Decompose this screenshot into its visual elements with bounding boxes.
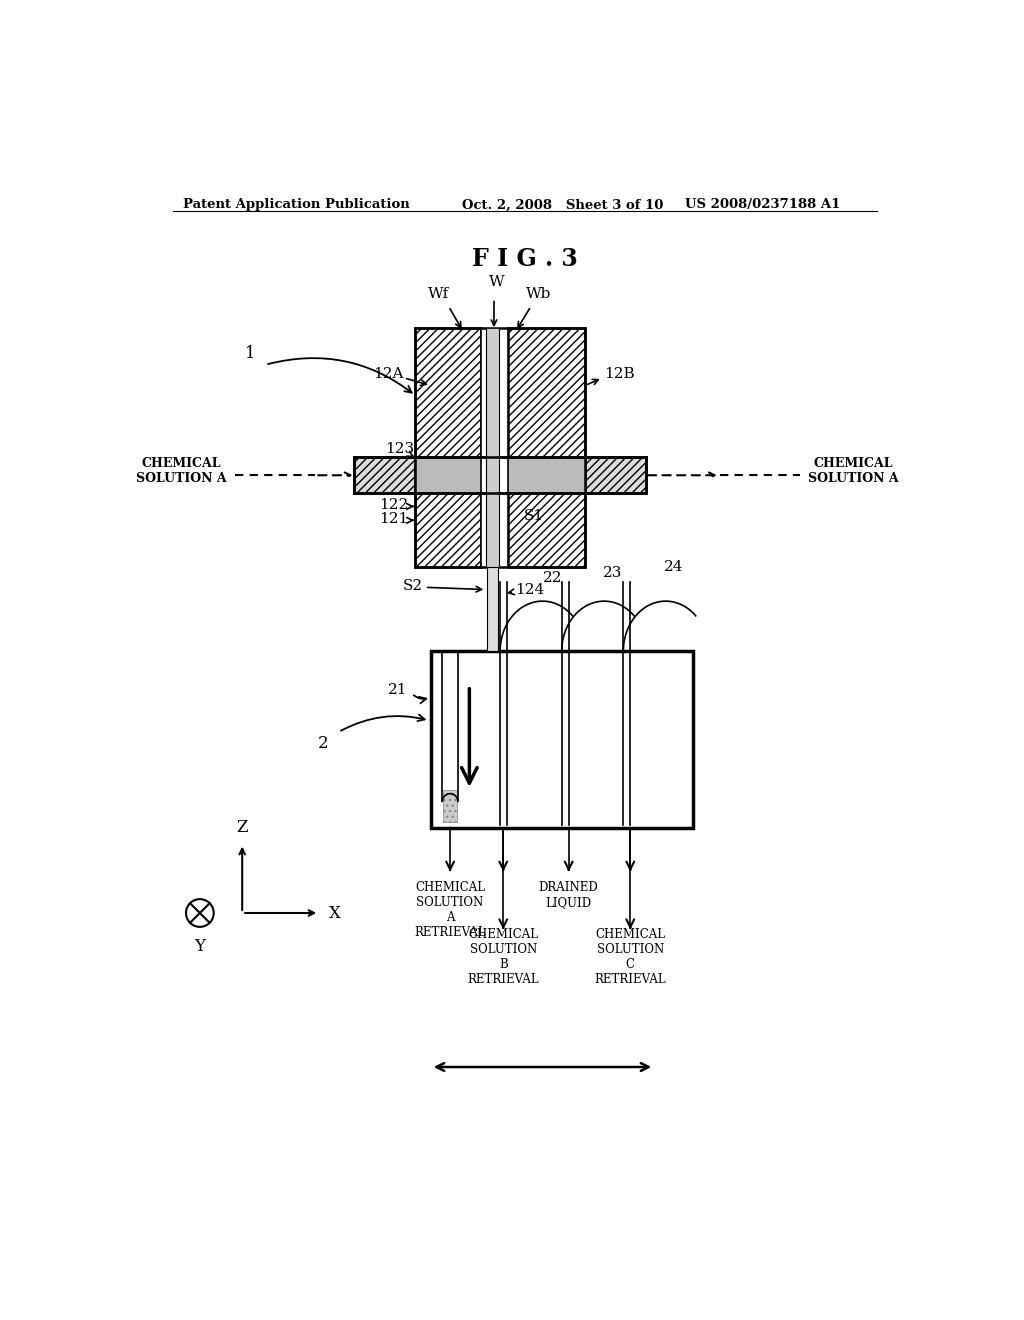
Bar: [585, 457, 646, 494]
Bar: [485, 327, 500, 566]
Bar: [416, 327, 585, 566]
Bar: [481, 327, 508, 566]
Text: 123: 123: [385, 442, 414, 457]
Text: S1: S1: [523, 510, 544, 524]
Bar: [416, 327, 481, 566]
Bar: [585, 457, 646, 494]
Text: 121: 121: [379, 512, 409, 525]
Text: 12B: 12B: [604, 367, 635, 381]
Bar: [481, 457, 508, 494]
Text: CHEMICAL
SOLUTION A: CHEMICAL SOLUTION A: [808, 458, 899, 486]
FancyArrowPatch shape: [268, 358, 412, 392]
Text: S2: S2: [403, 578, 423, 593]
Text: X: X: [329, 904, 340, 921]
Text: CHEMICAL
SOLUTION
C
RETRIEVAL: CHEMICAL SOLUTION C RETRIEVAL: [595, 928, 666, 986]
Text: US 2008/0237188 A1: US 2008/0237188 A1: [685, 198, 841, 211]
Text: 1: 1: [245, 345, 255, 362]
Text: 23: 23: [602, 566, 622, 579]
Text: Y: Y: [195, 937, 206, 954]
Bar: [354, 457, 646, 494]
Text: 122: 122: [379, 498, 409, 512]
FancyArrowPatch shape: [341, 714, 425, 731]
Text: CHEMICAL
SOLUTION
B
RETRIEVAL: CHEMICAL SOLUTION B RETRIEVAL: [467, 928, 539, 986]
Bar: [487, 566, 498, 651]
Bar: [416, 457, 585, 494]
Text: W: W: [489, 276, 505, 289]
Text: CHEMICAL
SOLUTION A: CHEMICAL SOLUTION A: [136, 458, 226, 486]
Text: 2: 2: [317, 735, 329, 752]
Bar: [354, 457, 416, 494]
Bar: [354, 457, 646, 494]
Bar: [354, 457, 416, 494]
Text: Z: Z: [237, 818, 248, 836]
Text: Patent Application Publication: Patent Application Publication: [183, 198, 410, 211]
Text: DRAINED
LIQUID: DRAINED LIQUID: [539, 880, 599, 908]
Text: F I G . 3: F I G . 3: [472, 247, 578, 271]
Text: 12A: 12A: [373, 367, 403, 381]
Text: 24: 24: [665, 560, 684, 574]
Bar: [585, 457, 646, 494]
Bar: [354, 457, 416, 494]
Bar: [416, 327, 481, 566]
Text: Oct. 2, 2008   Sheet 3 of 10: Oct. 2, 2008 Sheet 3 of 10: [462, 198, 663, 211]
FancyArrowPatch shape: [414, 696, 426, 704]
Text: Wb: Wb: [526, 286, 551, 301]
Bar: [508, 327, 585, 566]
Text: 22: 22: [543, 572, 562, 585]
Bar: [443, 789, 457, 822]
Text: Wf: Wf: [428, 286, 450, 301]
Text: 124: 124: [515, 582, 545, 597]
Text: 21: 21: [388, 682, 408, 697]
Bar: [508, 327, 585, 566]
Text: CHEMICAL
SOLUTION
A
RETRIEVAL: CHEMICAL SOLUTION A RETRIEVAL: [415, 880, 486, 939]
Bar: [431, 651, 692, 829]
